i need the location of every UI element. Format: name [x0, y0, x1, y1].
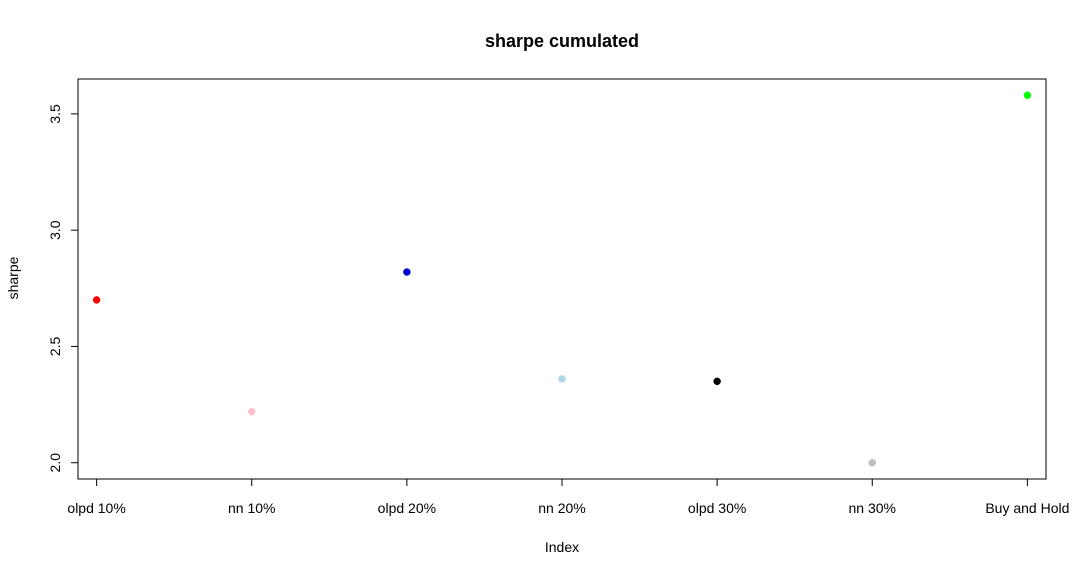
chart-title: sharpe cumulated	[485, 31, 639, 51]
x-axis: olpd 10% nn 10% olpd 20% nn 20% olpd 30% nn 3…	[67, 479, 1069, 516]
y-tick-label: 3.0	[47, 220, 63, 240]
y-axis-label: sharpe	[5, 256, 21, 299]
x-tick-label: olpd 10%	[67, 500, 125, 516]
data-point	[247, 407, 256, 416]
data-point	[403, 268, 411, 276]
plot-frame	[77, 78, 1047, 480]
x-tick-label: nn 20%	[538, 500, 585, 516]
data-point	[92, 296, 101, 304]
x-axis-label: Index	[545, 539, 579, 555]
x-tick-label: nn 30%	[849, 500, 896, 516]
x-tick-label: olpd 20%	[378, 500, 436, 516]
x-tick-label: nn 10%	[228, 500, 275, 516]
data-point	[868, 458, 877, 467]
y-tick-label: 3.5	[47, 104, 63, 124]
data-point	[1023, 91, 1032, 100]
data-points	[92, 91, 1032, 467]
y-axis: 2.0 2.5 3.0 3.5	[47, 104, 79, 473]
y-tick-label: 2.0	[47, 453, 63, 473]
data-point	[713, 377, 721, 386]
data-point	[558, 375, 566, 383]
y-tick-label: 2.5	[47, 337, 63, 357]
x-tick-label: Buy and Hold	[985, 500, 1069, 516]
x-tick-label: olpd 30%	[688, 500, 746, 516]
